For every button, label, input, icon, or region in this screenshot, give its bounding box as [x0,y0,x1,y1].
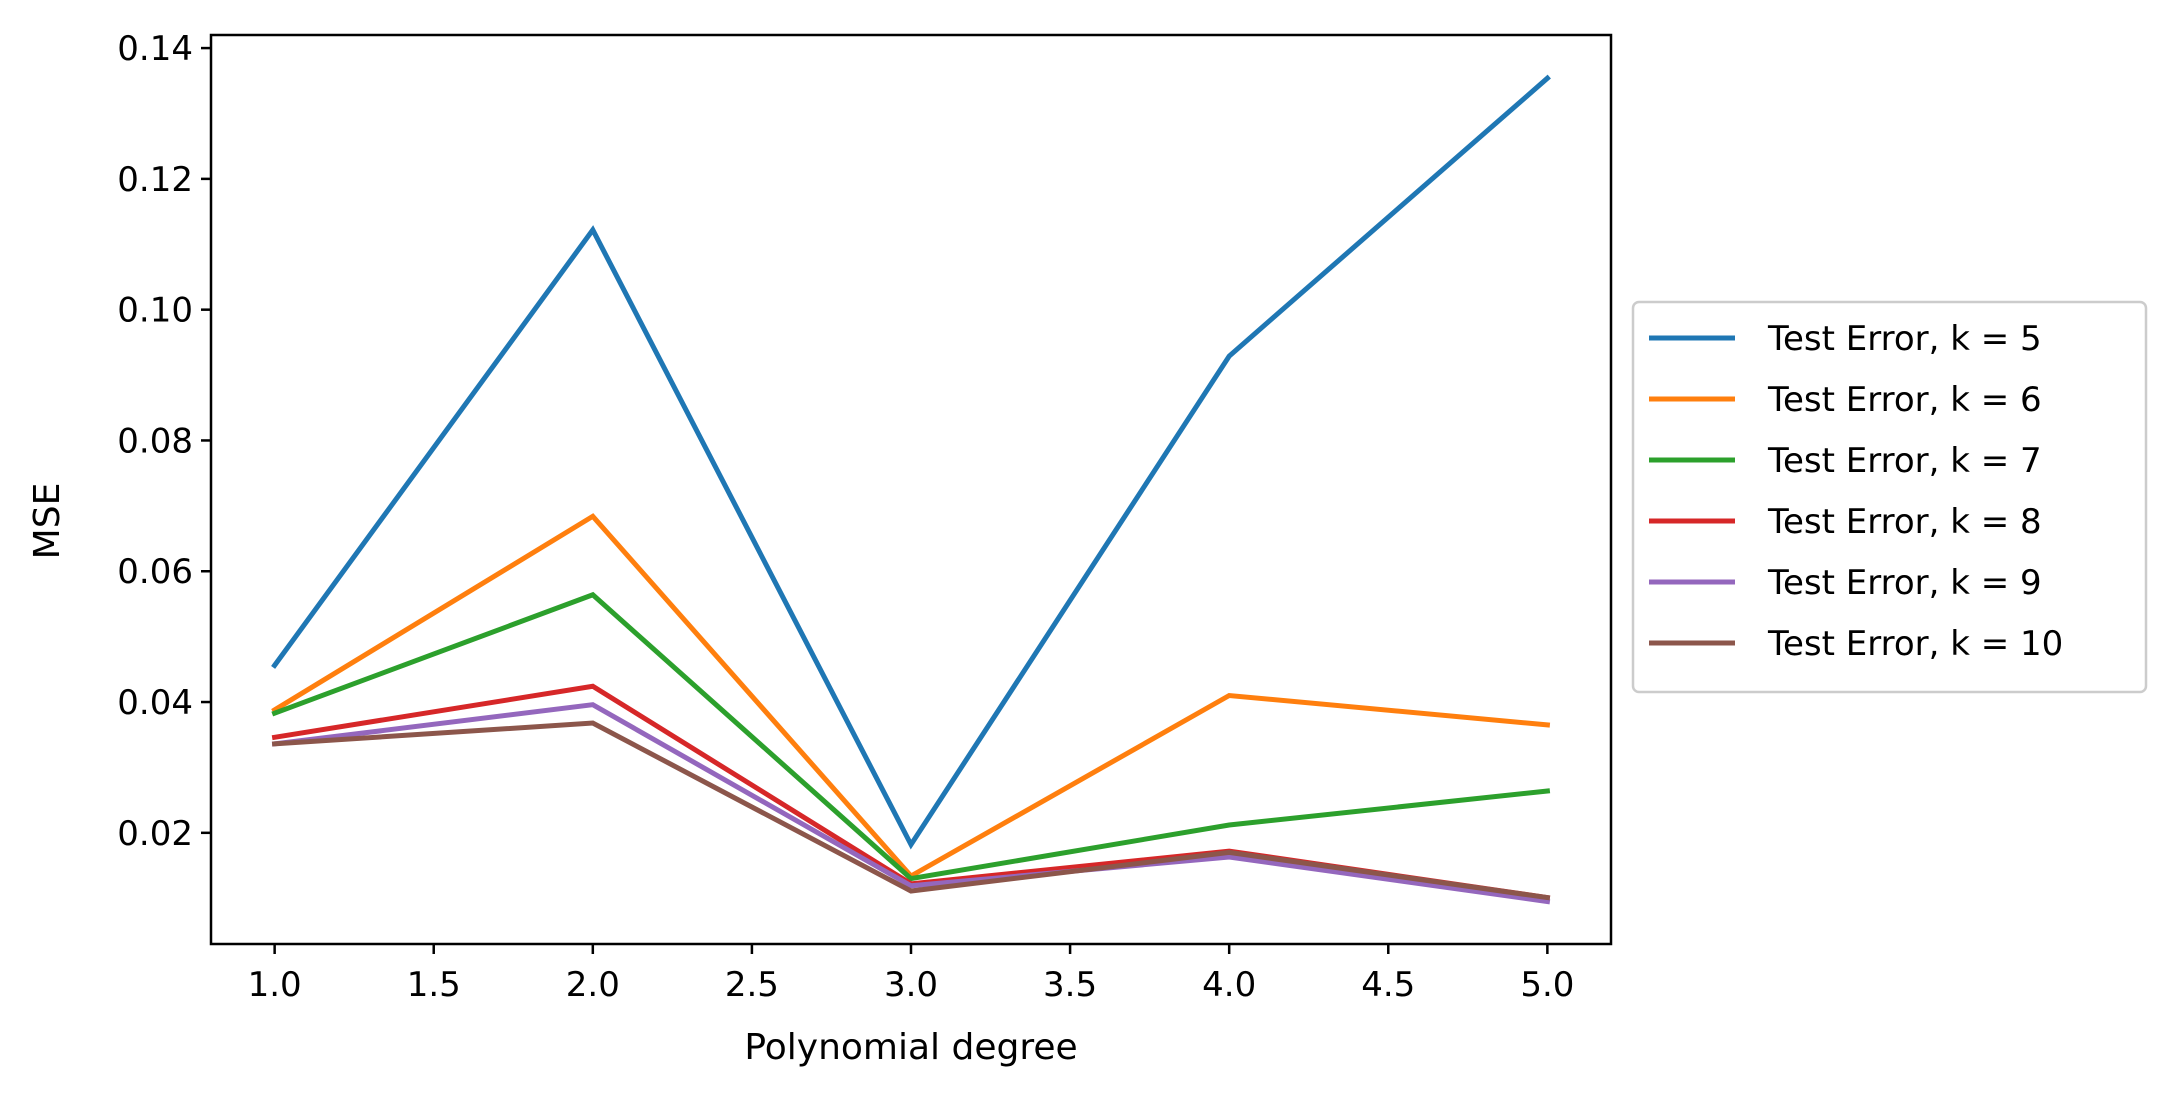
series-line-3 [271,591,1551,882]
legend: Test Error, k = 5 Test Error, k = 6 Test E… [1631,300,2148,694]
series-line-6 [271,720,1551,901]
x-tick-label: 4.5 [1361,965,1415,1005]
series-line-1 [271,74,1551,850]
y-axis: 0.02 0.04 0.06 0.08 0.10 0.12 0.14 [117,29,211,854]
legend-frame [1631,300,2148,694]
y-tick-label: 0.04 [117,683,193,723]
x-tick-label: 5.0 [1520,965,1574,1005]
y-tick-label: 0.12 [117,160,193,200]
y-tick-label: 0.14 [117,29,193,69]
x-axis: 1.0 1.5 2.0 2.5 3.0 3.5 4.0 4.5 5.0 [248,944,1574,1005]
legend-label-1: Test Error, k = 5 [1767,319,2042,359]
legend-label-2: Test Error, k = 6 [1767,380,2042,420]
series-layer [271,74,1551,905]
x-tick-label: 3.0 [884,965,938,1005]
legend-label-5: Test Error, k = 9 [1767,563,2042,603]
x-tick-label: 4.0 [1202,965,1256,1005]
x-tick-label: 1.5 [407,965,461,1005]
x-tick-label: 2.5 [725,965,779,1005]
plot-frame [209,33,1613,946]
x-tick-label: 1.0 [248,965,302,1005]
y-axis-label: MSE [27,483,68,560]
x-tick-label: 3.5 [1043,965,1097,1005]
plot-area [209,33,1613,946]
y-tick-label: 0.10 [117,291,193,331]
y-tick-label: 0.02 [117,814,193,854]
legend-label-4: Test Error, k = 8 [1767,502,2042,542]
x-tick-label: 2.0 [566,965,620,1005]
y-tick-label: 0.08 [117,421,193,461]
legend-label-3: Test Error, k = 7 [1767,441,2042,481]
y-tick-label: 0.06 [117,552,193,592]
legend-label-6: Test Error, k = 10 [1767,624,2063,664]
series-line-5 [271,702,1551,905]
x-axis-label: Polynomial degree [744,1027,1077,1068]
